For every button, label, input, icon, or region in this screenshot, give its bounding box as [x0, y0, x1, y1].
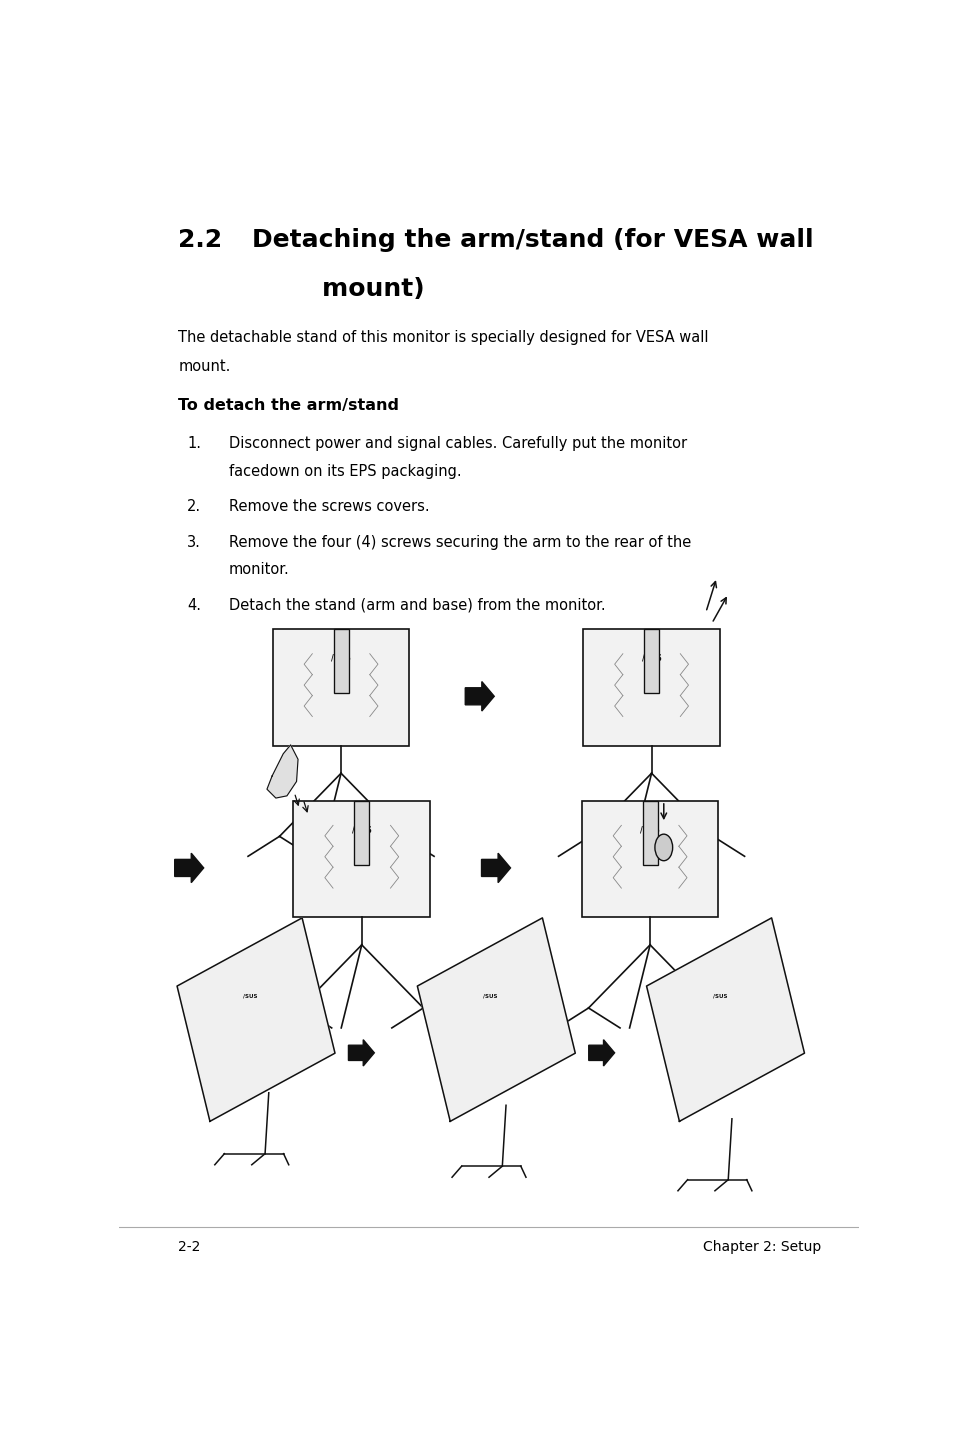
FancyBboxPatch shape — [581, 801, 718, 917]
Polygon shape — [267, 745, 297, 798]
Text: mount.: mount. — [178, 358, 231, 374]
FancyArrow shape — [465, 682, 494, 710]
Text: 2.2: 2.2 — [178, 229, 222, 252]
FancyBboxPatch shape — [273, 630, 409, 745]
Text: To detach the arm/stand: To detach the arm/stand — [178, 398, 399, 414]
Text: The detachable stand of this monitor is specially designed for VESA wall: The detachable stand of this monitor is … — [178, 329, 708, 345]
FancyBboxPatch shape — [294, 801, 430, 917]
Text: /SUS: /SUS — [712, 994, 726, 998]
Text: /SUS: /SUS — [641, 654, 660, 663]
FancyBboxPatch shape — [582, 630, 720, 745]
Bar — [354, 801, 369, 864]
Text: 2.: 2. — [187, 499, 201, 515]
Text: /SUS: /SUS — [331, 654, 351, 663]
FancyArrow shape — [348, 1040, 374, 1066]
Text: Detaching the arm/stand (for VESA wall: Detaching the arm/stand (for VESA wall — [252, 229, 813, 252]
Text: /SUS: /SUS — [352, 825, 372, 834]
Bar — [334, 630, 348, 693]
Text: Remove the screws covers.: Remove the screws covers. — [229, 499, 429, 515]
Polygon shape — [646, 917, 803, 1122]
Circle shape — [654, 834, 672, 861]
FancyArrow shape — [174, 853, 204, 883]
Text: 2-2: 2-2 — [178, 1240, 200, 1254]
Text: mount): mount) — [252, 276, 424, 301]
FancyArrow shape — [481, 853, 510, 883]
Text: 4.: 4. — [187, 598, 201, 613]
Text: /SUS: /SUS — [639, 825, 659, 834]
Text: 1.: 1. — [187, 436, 201, 452]
Text: 3.: 3. — [187, 535, 201, 549]
Text: Detach the stand (arm and base) from the monitor.: Detach the stand (arm and base) from the… — [229, 598, 604, 613]
Polygon shape — [416, 917, 575, 1122]
Text: /SUS: /SUS — [243, 994, 257, 998]
Text: /SUS: /SUS — [483, 994, 497, 998]
Polygon shape — [177, 917, 335, 1122]
Text: Remove the four (4) screws securing the arm to the rear of the: Remove the four (4) screws securing the … — [229, 535, 690, 549]
Bar — [642, 801, 657, 864]
Text: monitor.: monitor. — [229, 562, 289, 577]
FancyArrow shape — [588, 1040, 614, 1066]
Text: Disconnect power and signal cables. Carefully put the monitor: Disconnect power and signal cables. Care… — [229, 436, 686, 452]
Text: facedown on its EPS packaging.: facedown on its EPS packaging. — [229, 464, 461, 479]
Bar — [643, 630, 659, 693]
Text: Chapter 2: Setup: Chapter 2: Setup — [702, 1240, 821, 1254]
